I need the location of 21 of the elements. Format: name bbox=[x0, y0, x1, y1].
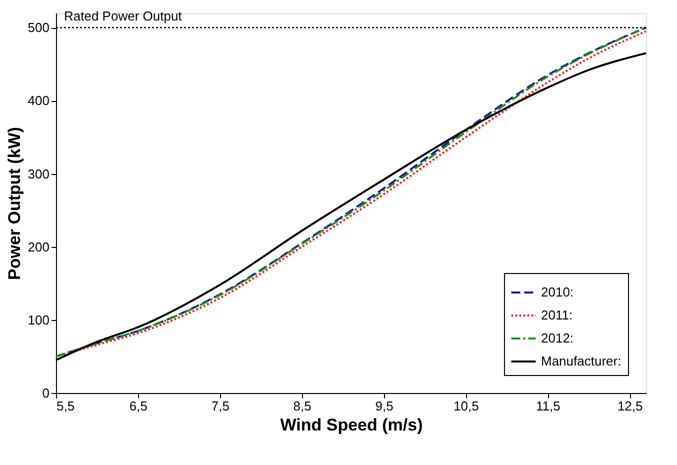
legend-label: 2010: bbox=[541, 284, 574, 300]
x-tick-label: 6,5 bbox=[129, 398, 148, 414]
y-tick-label: 300 bbox=[28, 166, 50, 182]
legend-label: 2011: bbox=[541, 308, 573, 322]
x-tick-label: 12,5 bbox=[617, 398, 643, 414]
x-tick-label: 7,5 bbox=[211, 398, 230, 414]
y-axis-title: Power Output (kW) bbox=[4, 127, 24, 280]
x-tick-label: 8,5 bbox=[293, 398, 312, 414]
y-tick-label: 0 bbox=[42, 386, 50, 400]
y-tick-label: 100 bbox=[28, 312, 50, 328]
ref-line-label: Rated Power Output bbox=[64, 8, 182, 24]
x-tick-label: 10,5 bbox=[454, 398, 479, 414]
y-tick-label: 500 bbox=[28, 20, 50, 36]
x-tick-label: 11,5 bbox=[536, 398, 560, 414]
y-tick-label: 400 bbox=[28, 93, 50, 108]
x-tick-label: 5,5 bbox=[56, 398, 75, 414]
y-tick-label: 200 bbox=[28, 239, 50, 254]
legend-label: 2012: bbox=[541, 330, 574, 346]
legend-label: Manufacturer: bbox=[541, 354, 622, 368]
x-tick-label: 9,5 bbox=[375, 398, 394, 414]
x-axis-title: Wind Speed (m/s) bbox=[280, 416, 423, 434]
